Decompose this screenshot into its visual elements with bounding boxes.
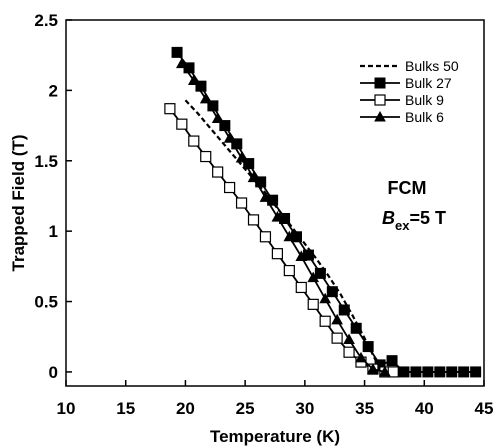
data-point bbox=[351, 323, 361, 333]
legend-label: Bulk 27 bbox=[405, 75, 452, 91]
data-point bbox=[411, 367, 421, 377]
data-point bbox=[201, 152, 211, 162]
x-tick-label: 35 bbox=[355, 399, 374, 418]
data-point bbox=[344, 347, 354, 357]
annotation-method: FCM bbox=[388, 178, 427, 198]
y-tick-label: 1.5 bbox=[34, 152, 58, 171]
x-tick-label: 20 bbox=[176, 399, 195, 418]
data-point bbox=[189, 136, 199, 146]
data-point bbox=[225, 183, 235, 193]
data-point bbox=[339, 305, 349, 315]
legend-label: Bulk 9 bbox=[405, 92, 444, 108]
data-point bbox=[249, 215, 259, 225]
x-axis-title: Temperature (K) bbox=[210, 427, 340, 446]
legend-marker bbox=[375, 95, 385, 105]
data-point bbox=[459, 367, 469, 377]
annotation-field: Bex=5 T bbox=[382, 208, 446, 233]
annotation-field-symbol: B bbox=[382, 208, 395, 228]
data-point bbox=[165, 104, 175, 114]
data-point bbox=[272, 249, 282, 259]
y-tick-label: 0.5 bbox=[34, 293, 58, 312]
data-point bbox=[327, 287, 337, 297]
data-point bbox=[237, 198, 247, 208]
data-point bbox=[332, 333, 342, 343]
x-tick-label: 25 bbox=[236, 399, 255, 418]
annotation-field-value: =5 T bbox=[409, 208, 446, 228]
x-tick-label: 45 bbox=[475, 399, 494, 418]
x-tick-label: 30 bbox=[295, 399, 314, 418]
data-point bbox=[260, 232, 270, 242]
legend-item-bulk-9: Bulk 9 bbox=[360, 92, 444, 108]
data-point bbox=[387, 356, 397, 366]
data-point bbox=[332, 315, 342, 324]
data-point bbox=[435, 367, 445, 377]
y-tick-label: 1 bbox=[49, 222, 58, 241]
x-tick-label: 40 bbox=[415, 399, 434, 418]
y-tick-label: 2 bbox=[49, 81, 58, 100]
data-point bbox=[447, 367, 457, 377]
data-point bbox=[423, 367, 433, 377]
data-point bbox=[284, 266, 294, 276]
legend-item-bulk-6: Bulk 6 bbox=[360, 109, 444, 125]
data-point bbox=[344, 335, 354, 344]
legend-item-bulk-27: Bulk 27 bbox=[360, 75, 452, 91]
legend-label: Bulk 6 bbox=[405, 109, 444, 125]
y-tick-label: 2.5 bbox=[34, 11, 58, 30]
legend-label: Bulks 50 bbox=[405, 58, 459, 74]
x-tick-label: 15 bbox=[116, 399, 135, 418]
data-point bbox=[177, 119, 187, 129]
y-axis-title: Trapped Field (T) bbox=[9, 135, 28, 272]
annotation-field-subscript: ex bbox=[395, 218, 410, 233]
legend-item-bulks-50: Bulks 50 bbox=[360, 58, 459, 74]
data-point bbox=[296, 282, 306, 292]
data-point bbox=[363, 342, 373, 352]
y-tick-label: 0 bbox=[49, 363, 58, 382]
legend-marker bbox=[375, 78, 385, 88]
x-tick-label: 10 bbox=[57, 399, 76, 418]
data-point bbox=[471, 367, 481, 377]
data-point bbox=[308, 299, 318, 309]
data-point bbox=[213, 167, 223, 177]
data-point bbox=[320, 316, 330, 326]
data-point bbox=[399, 367, 409, 377]
data-point bbox=[172, 47, 182, 57]
data-point bbox=[315, 268, 325, 278]
